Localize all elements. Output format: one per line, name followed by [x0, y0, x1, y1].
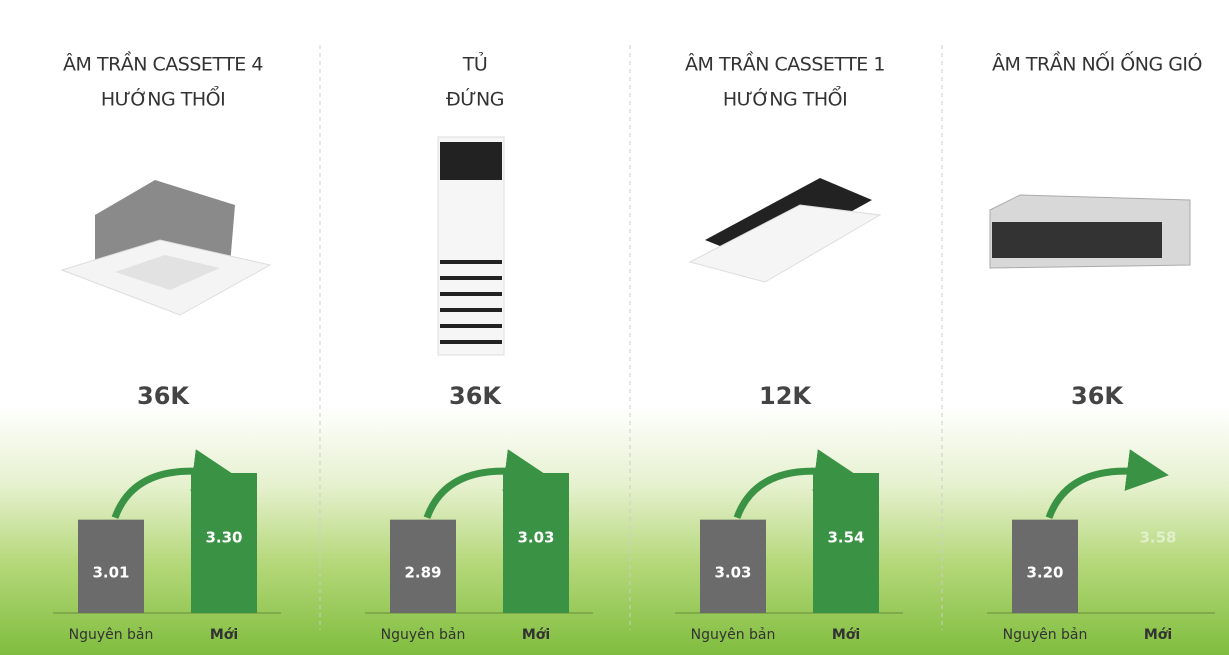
category-label: Mới [210, 627, 238, 643]
chart-subtitle: 12K [759, 382, 812, 410]
category-label: Nguyên bản [381, 627, 466, 643]
category-label: Mới [522, 627, 550, 643]
value-label: 2.89 [404, 564, 441, 582]
floor-standing-image [438, 137, 504, 355]
chart-subtitle: 36K [449, 382, 502, 410]
ducted-image [990, 195, 1190, 268]
chart-subtitle: 36K [137, 382, 190, 410]
category-label: Mới [832, 627, 860, 643]
value-label: 3.30 [205, 529, 242, 547]
chart-subtitle: 36K [1071, 382, 1124, 410]
value-label: 3.03 [517, 529, 554, 547]
chart-title: ÂM TRẦN CASSETTE 4 [63, 51, 263, 76]
value-label: 3.20 [1026, 564, 1063, 582]
chart-title: TỦ [462, 51, 488, 76]
value-label: 3.03 [714, 564, 751, 582]
value-label: 3.58 [1139, 529, 1176, 547]
chart-title: ÂM TRẦN NỐI ỐNG GIÓ [992, 50, 1202, 76]
value-label: 3.01 [92, 564, 129, 582]
category-label: Nguyên bản [69, 627, 154, 643]
category-label: Nguyên bản [691, 627, 776, 643]
chart-title: ÂM TRẦN CASSETTE 1 [685, 51, 885, 76]
value-label: 3.54 [827, 529, 864, 547]
category-label: Mới [1144, 627, 1172, 643]
chart-title: HƯỚNG THỔI [723, 85, 847, 111]
chart-title: HƯỚNG THỔI [101, 85, 225, 111]
chart-title: ĐỨNG [446, 87, 504, 111]
category-label: Nguyên bản [1003, 627, 1088, 643]
infographic: ÂM TRẦN CASSETTE 4 HƯỚNG THỔI 36K 3.01 Nguyê… [0, 0, 1229, 655]
